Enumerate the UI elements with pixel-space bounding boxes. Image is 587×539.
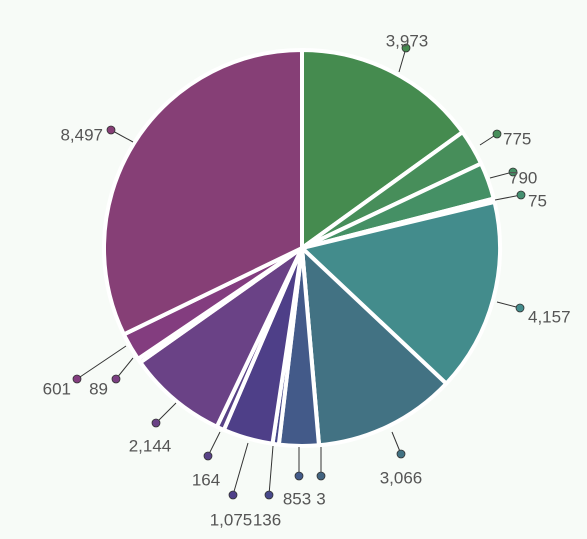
- pie-slices: [102, 48, 503, 448]
- callout-dot-3: [508, 167, 518, 177]
- slice-label-4: 75: [528, 191, 547, 210]
- slice-label-8: 853: [283, 489, 311, 508]
- callout-dot-7: [316, 471, 326, 481]
- slice-label-2: 775: [503, 129, 531, 148]
- slice-label-5: 4,157: [528, 307, 571, 326]
- slice-label-11: 164: [192, 470, 220, 489]
- pie-slice-5[interactable]: [300, 199, 503, 386]
- slice-label-15: 8,497: [60, 125, 103, 144]
- callout-dot-2: [492, 129, 502, 139]
- slice-label-6: 3,066: [380, 468, 423, 487]
- callout-dot-12: [151, 418, 161, 428]
- callout-line-10: [232, 442, 249, 496]
- callout-line-11: [207, 431, 221, 457]
- slice-label-10: 1,075: [210, 510, 253, 529]
- callout-dot-8: [294, 471, 304, 481]
- pie-slice-6[interactable]: [300, 246, 449, 448]
- callout-dot-15: [106, 125, 116, 135]
- callout-dot-4: [516, 190, 526, 200]
- callout-dot-11: [203, 451, 213, 461]
- callout-dot-9: [264, 490, 274, 500]
- callout-dot-14: [72, 374, 82, 384]
- slice-label-14: 601: [43, 379, 71, 398]
- slice-label-3: 790: [509, 168, 537, 187]
- slice-label-7: 3: [316, 489, 325, 508]
- callout-dot-1: [401, 43, 411, 53]
- slice-label-9: 136: [253, 510, 281, 529]
- callout-line-12: [155, 402, 177, 424]
- callout-line-9: [268, 445, 274, 496]
- pie-slice-15[interactable]: [102, 48, 304, 337]
- callout-dot-5: [515, 303, 525, 313]
- slice-label-1: 3,973: [386, 31, 429, 50]
- callout-line-13: [115, 357, 134, 380]
- pie-slice-1[interactable]: [300, 48, 465, 250]
- slice-label-12: 2,144: [129, 436, 172, 455]
- slice-label-13: 89: [89, 379, 108, 398]
- callout-dot-10: [228, 490, 238, 500]
- callout-line-14: [76, 345, 127, 380]
- callout-dot-6: [396, 449, 406, 459]
- callout-line-4: [494, 194, 522, 201]
- callout-dot-13: [111, 374, 121, 384]
